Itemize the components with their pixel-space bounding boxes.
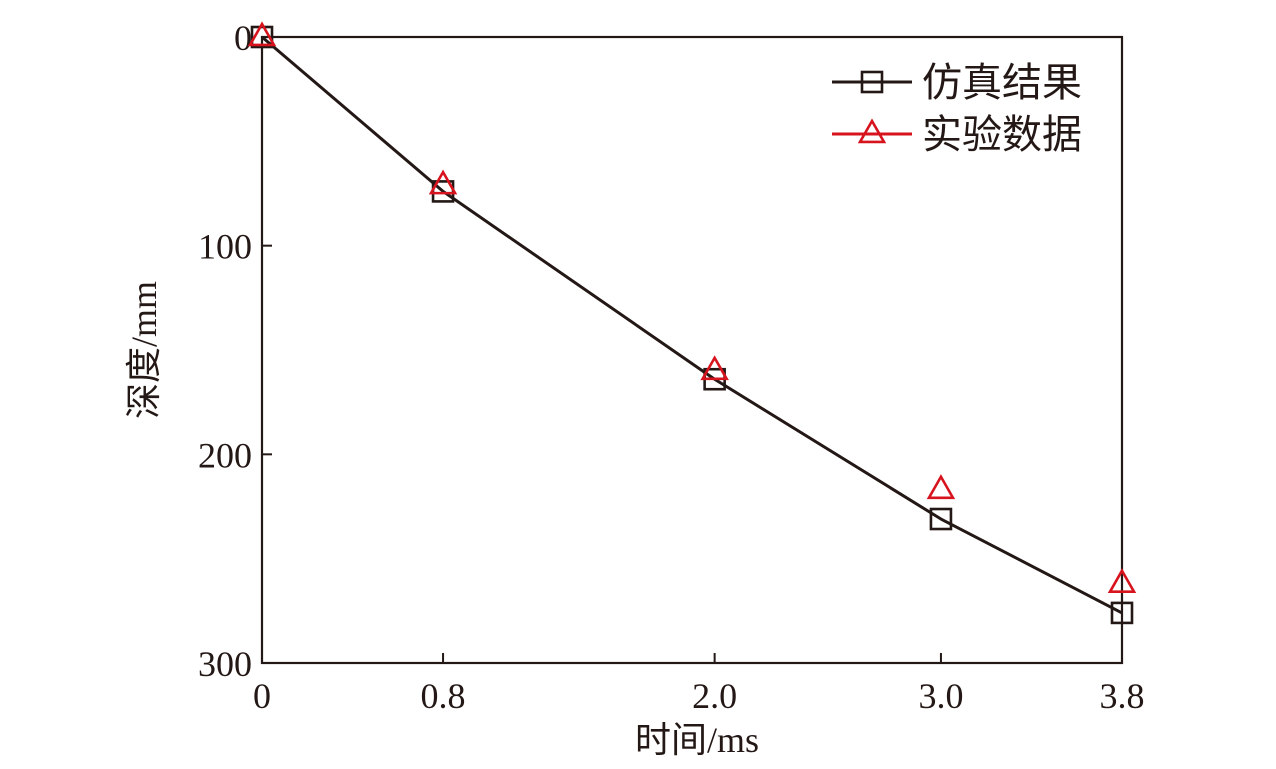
x-tick-label: 2.0 [692, 676, 737, 716]
y-tick-label: 100 [198, 227, 252, 267]
x-axis-label: 时间/ms [635, 720, 759, 760]
series-0-point-3 [929, 507, 953, 531]
legend-marker-0 [860, 70, 884, 94]
series-0-point-4 [1110, 601, 1134, 625]
x-tick-label: 3.8 [1100, 676, 1145, 716]
x-tick-label: 0 [253, 676, 271, 716]
plot-frame [260, 35, 1124, 665]
series-1-point-2 [700, 355, 729, 381]
series-0-point-0 [250, 25, 274, 49]
legend-label-0: 仿真结果 [922, 60, 1082, 105]
legend-marker-1 [857, 118, 887, 144]
x-axis-ticks: 0 0.8 2.0 3.0 3.8 [253, 653, 1145, 716]
series-1-point-3 [926, 474, 956, 500]
x-tick-label: 3.0 [918, 676, 963, 716]
y-axis-label: 深度/mm [124, 281, 164, 419]
y-tick-label: 200 [198, 435, 252, 475]
legend-label-1: 实验数据 [922, 112, 1082, 157]
y-tick-label: 300 [198, 644, 252, 684]
plot-border [260, 35, 1124, 665]
y-axis-ticks: 0 100 200 300 [198, 18, 272, 684]
series-1-point-0 [247, 21, 277, 47]
series-markers [247, 21, 1137, 625]
x-tick-label: 0.8 [421, 676, 466, 716]
series-1-point-4 [1107, 568, 1137, 593]
y-tick-label: 0 [234, 18, 252, 58]
series-1-point-1 [428, 169, 458, 195]
